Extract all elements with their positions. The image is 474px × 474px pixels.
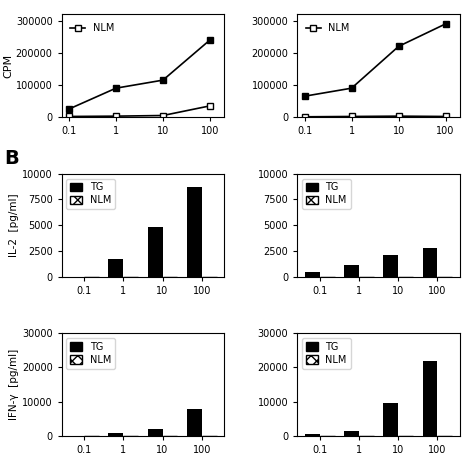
Bar — [383, 403, 398, 436]
Bar — [344, 431, 359, 436]
Legend: TG, NLM: TG, NLM — [302, 179, 351, 209]
Legend: TG, NLM: TG, NLM — [66, 338, 115, 369]
Legend: TG, NLM: TG, NLM — [302, 338, 351, 369]
Bar — [108, 259, 123, 277]
Bar — [344, 265, 359, 277]
Legend: NLM: NLM — [302, 19, 354, 37]
Text: B: B — [5, 149, 19, 168]
Bar — [305, 434, 319, 436]
Y-axis label: IL-2  [pg/ml]: IL-2 [pg/ml] — [9, 193, 19, 257]
Bar — [147, 429, 163, 436]
Bar — [187, 187, 202, 277]
Y-axis label: CPM: CPM — [3, 54, 13, 78]
Bar — [422, 361, 438, 436]
Bar — [383, 255, 398, 277]
Bar — [147, 227, 163, 277]
Bar — [108, 433, 123, 436]
Bar — [305, 273, 319, 277]
Bar — [187, 409, 202, 436]
Legend: NLM: NLM — [66, 19, 118, 37]
Y-axis label: IFN-γ  [pg/ml]: IFN-γ [pg/ml] — [9, 349, 19, 420]
Legend: TG, NLM: TG, NLM — [66, 179, 115, 209]
Bar — [422, 248, 438, 277]
